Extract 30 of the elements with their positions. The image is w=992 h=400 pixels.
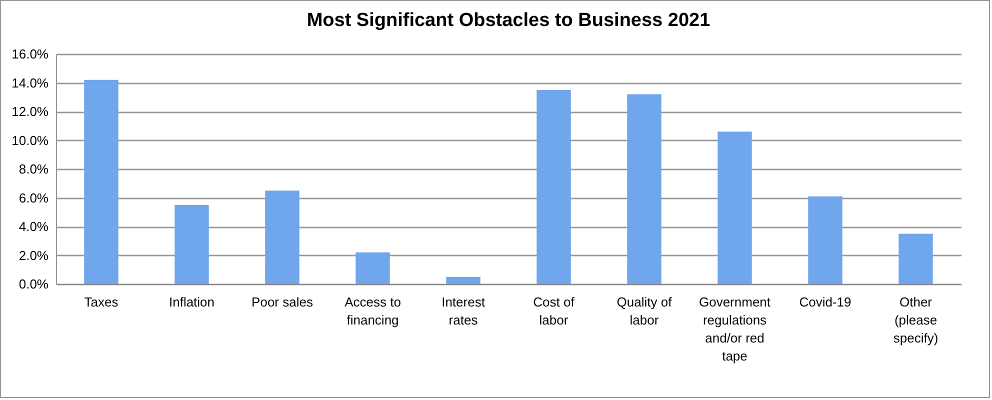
x-tick-label: Interest rates	[442, 294, 486, 328]
x-tick-label: Access to financing	[344, 294, 401, 328]
bar	[536, 90, 571, 284]
x-tick-label: Inflation	[168, 294, 215, 310]
y-tick-label: 16.0%	[12, 46, 49, 62]
y-tick-label: 12.0%	[12, 104, 49, 119]
x-tick-label: Other (please specify)	[893, 294, 938, 346]
bar	[898, 234, 933, 284]
bar	[356, 252, 390, 284]
x-tick-label: Covid-19	[799, 294, 852, 310]
x-tick-label: Government regulations and/or red tape	[698, 294, 771, 364]
bar	[808, 196, 842, 284]
x-tick-label: Taxes	[84, 294, 119, 310]
y-tick-label: 6.0%	[18, 190, 49, 206]
y-tick-label: 14.0%	[12, 75, 49, 90]
bar	[265, 190, 300, 284]
y-tick-label: 2.0%	[18, 248, 49, 263]
y-tick-label: 10.0%	[12, 132, 49, 148]
y-tick-label: 0.0%	[18, 276, 49, 292]
bar	[174, 204, 209, 284]
x-tick-label: Cost of labor	[533, 294, 575, 328]
bar	[84, 80, 118, 284]
bar	[718, 132, 752, 284]
y-tick-label: 8.0%	[18, 162, 49, 176]
bar	[446, 276, 480, 284]
bar	[627, 94, 662, 284]
y-tick-label: 4.0%	[18, 219, 49, 234]
x-tick-label: Poor sales	[252, 294, 314, 310]
x-tick-label: Quality of labor	[616, 294, 672, 328]
chart-title: Most Significant Obstacles to Business 2021	[306, 10, 711, 31]
